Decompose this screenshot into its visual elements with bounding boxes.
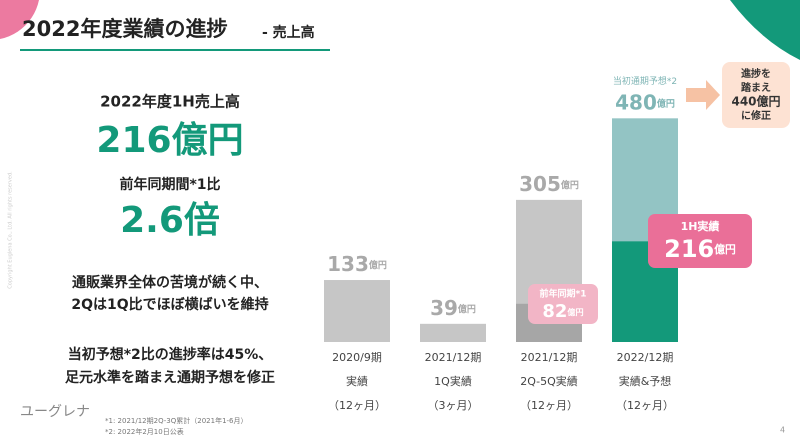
value-label: 480億円 <box>615 90 675 114</box>
arrow <box>686 80 720 110</box>
callout-label: 前年同期*1 <box>540 288 587 300</box>
value-label: 133億円 <box>327 252 387 276</box>
value-unit: 億円 <box>657 97 675 109</box>
value-number: 39 <box>430 295 458 319</box>
top-label: 当初通期予想*2 <box>613 75 677 87</box>
revision-text: 進捗を <box>741 67 771 80</box>
summary-text: 2Qは1Q比でほぼ横ばいを維持 <box>71 296 268 313</box>
page-number: 4 <box>780 426 785 435</box>
summary-text: 当初予想*2比の進捗率は45%、 <box>68 346 273 363</box>
summary-text: 足元水準を踏まえ通期予想を修正 <box>65 369 275 386</box>
summary-label: 2022年度1H売上高 <box>100 93 240 111</box>
x-tick-label: 実績&予想 <box>619 374 672 388</box>
summary-text: 通販業界全体の苦境が続く中、 <box>72 274 268 291</box>
x-tick-label: （12ヶ月） <box>328 399 386 412</box>
value-number: 305 <box>519 171 561 195</box>
x-tick-label: 2Q-5Q実績 <box>520 374 578 388</box>
title: 2022年度業績の進捗 <box>22 17 227 41</box>
x-tick-label: 1Q実績 <box>434 374 472 388</box>
logo: ユーグレナ <box>20 404 90 420</box>
value-unit: 億円 <box>567 307 583 317</box>
value-label: 216億円 <box>664 235 736 263</box>
revision-box <box>722 62 790 128</box>
callout <box>648 214 752 268</box>
value-unit: 億円 <box>561 178 579 190</box>
x-tick-label: 実績 <box>346 374 368 388</box>
summary-label: 前年同期間*1比 <box>119 176 220 193</box>
value-unit: 億円 <box>458 302 476 314</box>
revision-text: 踏まえ <box>741 81 771 94</box>
value-label: 39億円 <box>430 295 476 319</box>
x-tick-label: （3ヶ月） <box>428 399 479 412</box>
value-label: 305億円 <box>519 171 579 195</box>
x-tick-label: 2021/12期 <box>425 351 482 364</box>
deco-shape <box>730 0 800 60</box>
value-number: 82 <box>542 301 567 322</box>
value-label: 82億円 <box>542 301 583 322</box>
bar <box>420 323 486 342</box>
value-number: 133 <box>327 252 369 276</box>
value-unit: 億円 <box>714 242 736 256</box>
value-number: 480 <box>615 90 657 114</box>
value-number: 216 <box>664 235 714 263</box>
revision-text: 440億円 <box>731 94 780 109</box>
subtitle: - 売上高 <box>262 24 315 41</box>
value-unit: 億円 <box>369 259 387 271</box>
footnote: *2: 2022年2月10日公表 <box>105 427 184 436</box>
revision-text: に修正 <box>741 109 771 122</box>
x-tick-label: 2021/12期 <box>521 351 578 364</box>
callout-label: 1H実績 <box>681 219 720 233</box>
x-tick-label: （12ヶ月） <box>520 399 578 412</box>
deco-circle <box>0 0 39 39</box>
summary-value: 2.6倍 <box>120 200 220 241</box>
x-tick-label: 2020/9期 <box>332 351 382 364</box>
footnote: *1: 2021/12期2Q-3Q累計（2021年1-6月） <box>105 416 248 425</box>
callout <box>528 284 598 324</box>
copyright: Copyright Euglena Co., Ltd. All rights r… <box>8 171 14 289</box>
summary-value: 216億円 <box>96 120 243 161</box>
x-tick-label: （12ヶ月） <box>616 399 674 412</box>
x-tick-label: 2022/12期 <box>617 351 674 364</box>
bar <box>324 280 390 342</box>
